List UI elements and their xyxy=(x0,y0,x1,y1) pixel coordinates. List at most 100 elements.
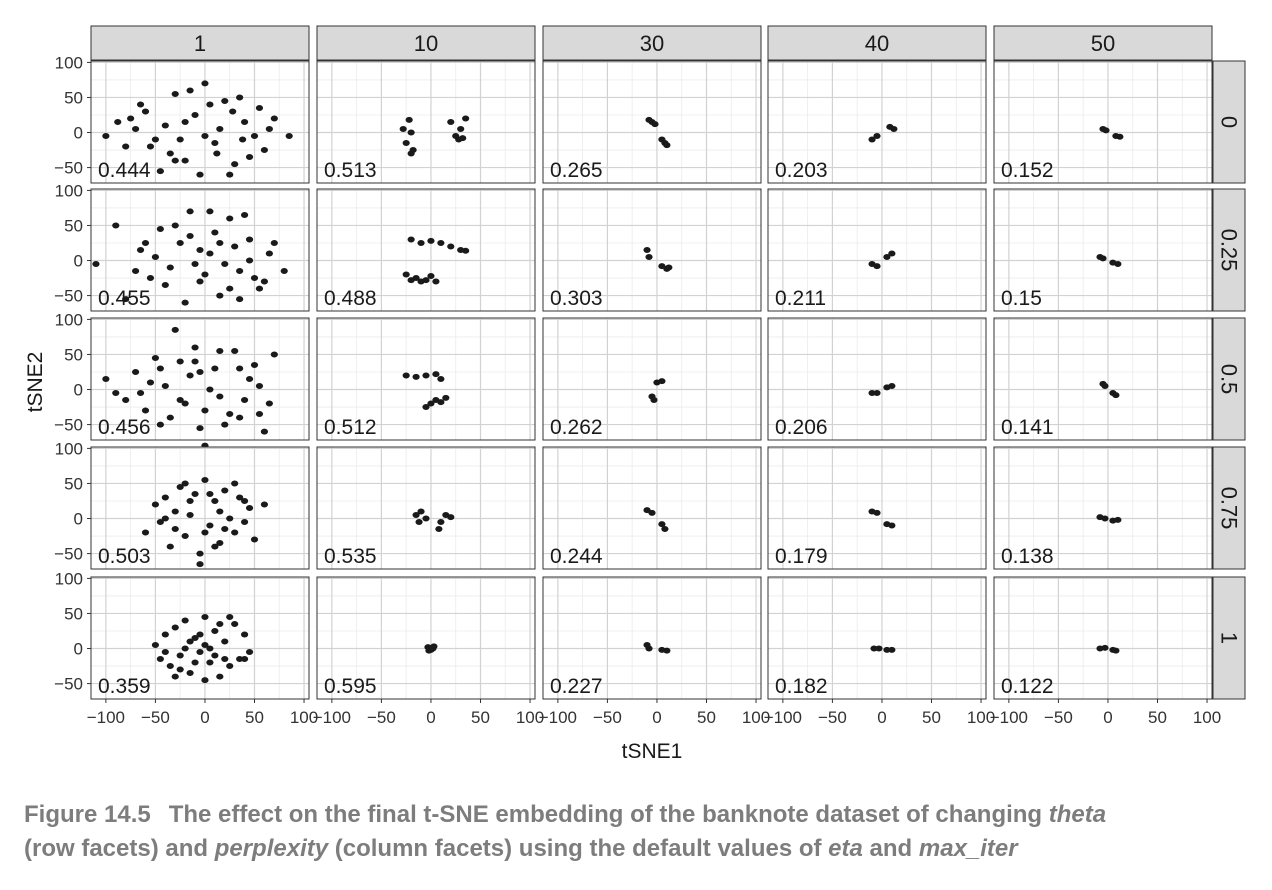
data-point xyxy=(457,126,465,133)
x-tick-label: 0 xyxy=(1103,708,1112,727)
data-point xyxy=(141,239,150,246)
data-point xyxy=(206,250,214,257)
data-point xyxy=(661,526,669,533)
panel-value-label: 0.303 xyxy=(550,287,603,310)
data-point xyxy=(206,208,214,215)
panel-value-label: 0.455 xyxy=(98,287,151,310)
data-point xyxy=(196,278,204,285)
panel-background xyxy=(768,189,986,311)
data-point xyxy=(236,268,244,275)
panel-background xyxy=(994,447,1212,569)
data-point xyxy=(265,126,273,133)
panel-background xyxy=(994,577,1212,699)
panel-background xyxy=(768,577,986,699)
row-strip-label: 0.25 xyxy=(1217,229,1242,272)
data-point xyxy=(136,390,145,397)
panel-border xyxy=(993,317,1213,441)
data-point xyxy=(442,394,450,401)
y-tick-label: −50 xyxy=(54,287,83,306)
data-point xyxy=(231,243,239,250)
data-point xyxy=(201,529,209,536)
data-point xyxy=(236,494,244,501)
panel-value-label: 0.122 xyxy=(1001,675,1054,698)
data-point xyxy=(171,673,179,680)
data-point xyxy=(1114,516,1122,523)
data-point xyxy=(427,400,435,407)
x-tick-label: 100 xyxy=(516,708,544,727)
data-point xyxy=(171,508,179,515)
column-strip-50 xyxy=(993,25,1213,61)
data-point xyxy=(462,115,470,122)
data-point xyxy=(1114,261,1122,268)
data-point xyxy=(186,87,194,94)
panel-background xyxy=(317,189,535,311)
data-point xyxy=(402,140,410,147)
data-point xyxy=(422,372,430,379)
panel-border xyxy=(993,576,1213,700)
panel-background xyxy=(91,61,309,183)
data-point xyxy=(176,666,184,673)
data-point xyxy=(422,404,430,411)
data-point xyxy=(422,515,430,522)
column-strip-label: 50 xyxy=(1091,31,1115,56)
y-tick-label: 50 xyxy=(64,474,83,493)
x-tick-label: −50 xyxy=(593,708,622,727)
data-point xyxy=(236,94,244,101)
data-point xyxy=(196,171,204,178)
data-point xyxy=(181,617,189,624)
panel-value-label: 0.456 xyxy=(98,416,151,439)
data-point xyxy=(427,272,435,279)
data-point xyxy=(437,376,445,382)
figure-number: Figure 14.5 xyxy=(24,801,151,828)
data-point xyxy=(280,268,288,275)
row-strip-0 xyxy=(1212,60,1246,184)
x-tick-label: −100 xyxy=(313,708,351,727)
data-point xyxy=(176,397,184,404)
data-point xyxy=(221,656,229,663)
caption-text-1: The effect on the final t-SNE embedding … xyxy=(168,801,1049,828)
data-point xyxy=(1101,515,1109,522)
data-point xyxy=(240,519,249,526)
data-point xyxy=(201,613,209,620)
data-point xyxy=(221,261,229,268)
data-point xyxy=(156,519,164,526)
data-point xyxy=(236,296,244,303)
data-point xyxy=(417,508,425,515)
data-point xyxy=(415,519,423,526)
y-tick-label: 0 xyxy=(74,381,83,400)
data-point xyxy=(412,512,420,519)
data-point xyxy=(201,133,209,140)
data-point xyxy=(437,519,445,526)
y-tick-label: 50 xyxy=(64,216,83,235)
panel-background xyxy=(543,318,761,440)
data-point xyxy=(229,108,237,115)
panel-border xyxy=(542,576,762,700)
caption-em-perplexity: perplexity xyxy=(214,835,329,862)
data-point xyxy=(186,208,194,215)
data-point xyxy=(651,121,659,128)
panel-background xyxy=(543,447,761,569)
data-point xyxy=(206,101,214,108)
data-point xyxy=(260,428,269,435)
data-point xyxy=(211,140,219,147)
data-point xyxy=(245,649,254,656)
data-point xyxy=(270,351,278,358)
caption-text-2: (row facets) and xyxy=(24,835,215,862)
data-point xyxy=(171,326,179,333)
panel-background xyxy=(317,61,535,183)
column-strip-label: 40 xyxy=(865,31,889,56)
data-point xyxy=(417,278,425,285)
data-point xyxy=(206,645,214,652)
data-point xyxy=(112,222,120,229)
row-strip-0.25 xyxy=(1212,188,1246,312)
x-tick-label: 100 xyxy=(967,708,995,727)
data-point xyxy=(171,526,179,533)
panel-background xyxy=(317,318,535,440)
panel-background xyxy=(543,577,761,699)
panel-border xyxy=(90,188,310,312)
data-point xyxy=(432,371,440,378)
data-point xyxy=(447,119,455,125)
data-point xyxy=(181,400,189,407)
data-point xyxy=(240,656,249,663)
data-point xyxy=(231,480,239,487)
